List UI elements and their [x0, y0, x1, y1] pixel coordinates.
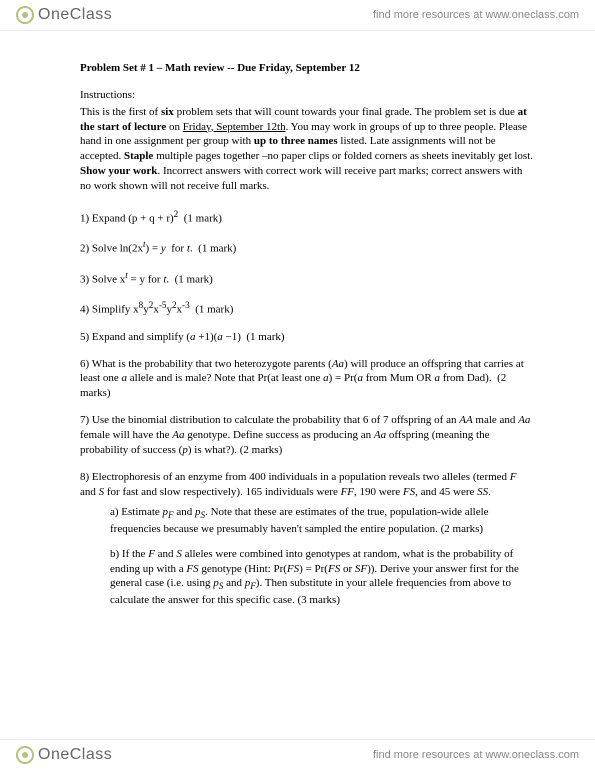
brand-name-footer: OneClass — [38, 746, 112, 764]
brand-logo: OneClass — [16, 6, 112, 24]
brand-name: OneClass — [38, 6, 112, 24]
question-8-intro: 8) Electrophoresis of an enzyme from 400… — [80, 470, 535, 500]
document-body: Problem Set # 1 – Math review -- Due Fri… — [0, 31, 595, 640]
question-8a: a) Estimate pF and pS. Note that these a… — [110, 505, 535, 536]
page-title: Problem Set # 1 – Math review -- Due Fri… — [80, 61, 535, 76]
header: OneClass find more resources at www.onec… — [0, 0, 595, 31]
question-7: 7) Use the binomial distribution to calc… — [80, 413, 535, 458]
instructions-label: Instructions: — [80, 88, 535, 103]
footer: OneClass find more resources at www.onec… — [0, 739, 595, 770]
logo-icon — [16, 746, 34, 764]
brand-logo-footer: OneClass — [16, 746, 112, 764]
logo-icon — [16, 6, 34, 24]
question-2: 2) Solve ln(2xt) = y for t. (1 mark) — [80, 238, 535, 257]
question-3: 3) Solve xt = y for t. (1 mark) — [80, 269, 535, 288]
question-8: 8) Electrophoresis of an enzyme from 400… — [80, 470, 535, 608]
header-tagline: find more resources at www.oneclass.com — [373, 9, 579, 21]
instructions-text: This is the first of six problem sets th… — [80, 105, 535, 194]
question-4: 4) Simplify x8y2x-5y2x-3 (1 mark) — [80, 299, 535, 318]
question-8b: b) If the F and S alleles were combined … — [110, 547, 535, 608]
footer-tagline: find more resources at www.oneclass.com — [373, 749, 579, 761]
question-6: 6) What is the probability that two hete… — [80, 357, 535, 402]
question-1: 1) Expand (p + q + r)2 (1 mark) — [80, 208, 535, 227]
question-5: 5) Expand and simplify (a +1)(a −1) (1 m… — [80, 330, 535, 345]
